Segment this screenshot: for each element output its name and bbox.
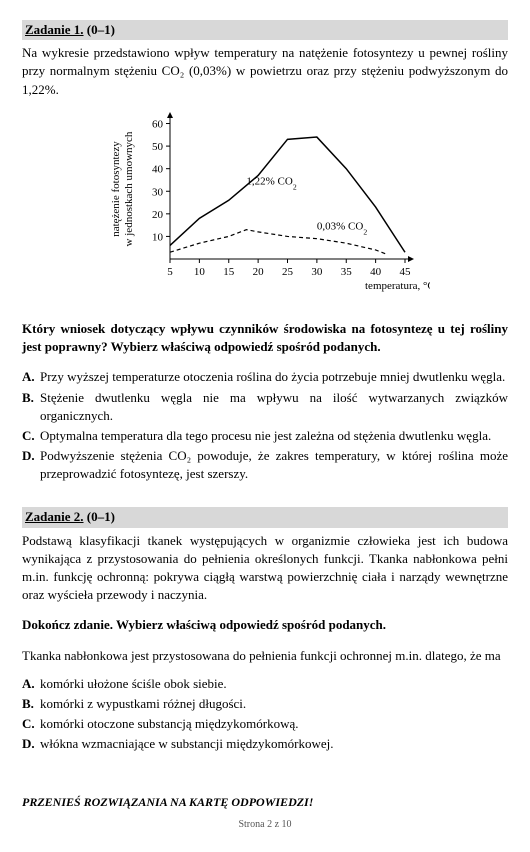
chart-container: 10 20 30 40 50 60 5 10 15 20 25 30 35 40 45 1,22% CO2 0,… <box>22 109 508 304</box>
answer-letter: B. <box>22 695 40 713</box>
task2-answer-c: C. komórki otoczone substancją międzykom… <box>22 715 508 733</box>
svg-text:35: 35 <box>341 266 353 278</box>
task2-stem: Tkanka nabłonkowa jest przystosowana do … <box>22 647 508 665</box>
answer-text: Przy wyższej temperaturze otoczenia rośl… <box>40 368 508 386</box>
task2-answer-a: A. komórki ułożone ściśle obok siebie. <box>22 675 508 693</box>
answer-letter: A. <box>22 675 40 693</box>
answer-text: komórki otoczone substancją międzykomórk… <box>40 715 508 733</box>
task2-intro: Podstawą klasyfikacji tkanek występujący… <box>22 532 508 605</box>
svg-text:temperatura, °C: temperatura, °C <box>365 280 430 292</box>
task1-question: Który wniosek dotyczący wpływu czynników… <box>22 320 508 356</box>
answer-text: Optymalna temperatura dla tego procesu n… <box>40 427 508 445</box>
svg-text:5: 5 <box>167 266 173 278</box>
task1-header-points: (0–1) <box>87 22 115 37</box>
task1-answer-a: A. Przy wyższej temperaturze otoczenia r… <box>22 368 508 386</box>
svg-text:0,03% CO2: 0,03% CO2 <box>317 220 367 236</box>
svg-text:10: 10 <box>194 266 206 278</box>
task2-header-points: (0–1) <box>87 509 115 524</box>
task1-intro: Na wykresie przedstawiono wpływ temperat… <box>22 44 508 99</box>
task1-header-label: Zadanie 1. <box>25 22 84 37</box>
answer-letter: A. <box>22 368 40 386</box>
answer-text: Stężenie dwutlenku węgla nie ma wpływu n… <box>40 389 508 425</box>
svg-text:45: 45 <box>400 266 412 278</box>
svg-text:50: 50 <box>152 141 164 153</box>
answer-letter: B. <box>22 389 40 407</box>
task1-answer-c: C. Optymalna temperatura dla tego proces… <box>22 427 508 445</box>
task2-answer-b: B. komórki z wypustkami różnej długości. <box>22 695 508 713</box>
answer-letter: C. <box>22 715 40 733</box>
svg-text:25: 25 <box>282 266 294 278</box>
task2-answers: A. komórki ułożone ściśle obok siebie. B… <box>22 675 508 754</box>
svg-text:60: 60 <box>152 118 164 130</box>
task2-header-label: Zadanie 2. <box>25 509 84 524</box>
svg-text:30: 30 <box>311 266 323 278</box>
task2-header: Zadanie 2. (0–1) <box>22 507 508 527</box>
answer-text: komórki ułożone ściśle obok siebie. <box>40 675 508 693</box>
footer-transfer-note: PRZENIEŚ ROZWIĄZANIA NA KARTĘ ODPOWIEDZI… <box>22 794 508 811</box>
answer-text: włókna wzmacniające w substancji międzyk… <box>40 735 508 753</box>
task1-header: Zadanie 1. (0–1) <box>22 20 508 40</box>
svg-text:40: 40 <box>152 163 164 175</box>
task1-answers: A. Przy wyższej temperaturze otoczenia r… <box>22 368 508 483</box>
answer-letter: D. <box>22 735 40 753</box>
page-number: Strona 2 z 10 <box>22 818 508 832</box>
answer-text: komórki z wypustkami różnej długości. <box>40 695 508 713</box>
svg-text:natężenie fotosyntezyw jednost: natężenie fotosyntezyw jednostkach umown… <box>110 131 135 246</box>
task2-instruction: Dokończ zdanie. Wybierz właściwą odpowie… <box>22 616 508 634</box>
svg-text:40: 40 <box>370 266 382 278</box>
task2-answer-d: D. włókna wzmacniające w substancji międ… <box>22 735 508 753</box>
svg-text:30: 30 <box>152 186 164 198</box>
svg-text:20: 20 <box>253 266 265 278</box>
answer-text: Podwyższenie stężenia CO₂ powoduje, że z… <box>40 447 508 483</box>
task1-answer-b: B. Stężenie dwutlenku węgla nie ma wpływ… <box>22 389 508 425</box>
answer-letter: C. <box>22 427 40 445</box>
answer-letter: D. <box>22 447 40 465</box>
svg-text:15: 15 <box>223 266 235 278</box>
task1-answer-d: D. Podwyższenie stężenia CO₂ powoduje, ż… <box>22 447 508 483</box>
svg-text:10: 10 <box>152 231 164 243</box>
photosynthesis-chart: 10 20 30 40 50 60 5 10 15 20 25 30 35 40 45 1,22% CO2 0,… <box>100 109 430 299</box>
svg-text:1,22% CO2: 1,22% CO2 <box>246 175 296 191</box>
svg-text:20: 20 <box>152 209 164 221</box>
